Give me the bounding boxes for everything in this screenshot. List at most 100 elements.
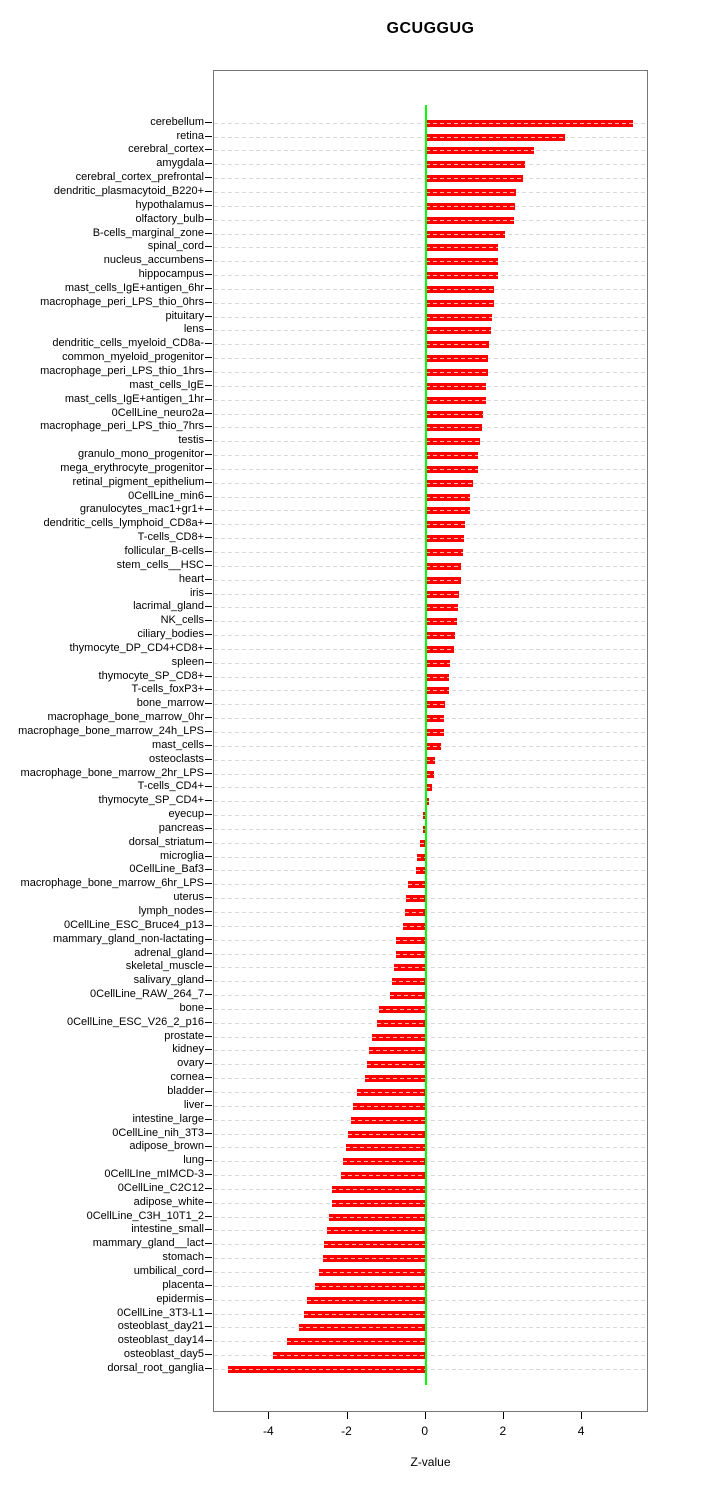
bar bbox=[347, 1130, 426, 1138]
y-axis-tick bbox=[205, 1243, 212, 1245]
bar bbox=[408, 881, 426, 889]
bar bbox=[425, 355, 489, 363]
y-axis-tick bbox=[205, 495, 212, 497]
gridline bbox=[214, 884, 647, 886]
bar bbox=[425, 507, 471, 515]
y-axis-tick bbox=[205, 1367, 212, 1369]
bar bbox=[416, 853, 426, 861]
bar bbox=[425, 341, 489, 349]
y-axis-tick bbox=[205, 1077, 212, 1079]
row-label: hippocampus bbox=[138, 268, 204, 281]
y-axis-tick bbox=[205, 329, 212, 331]
bar bbox=[425, 161, 526, 169]
gridline bbox=[214, 1272, 647, 1274]
row-label: macrophage_bone_marrow_2hr_LPS bbox=[20, 766, 204, 779]
x-axis-tick bbox=[502, 1412, 504, 1419]
y-axis-tick bbox=[205, 966, 212, 968]
bar bbox=[425, 258, 499, 266]
y-axis-tick bbox=[205, 758, 212, 760]
row-label: 0CellLine_Baf3 bbox=[129, 863, 204, 876]
row-label: mega_erythrocyte_progenitor bbox=[60, 461, 204, 474]
y-axis-tick bbox=[205, 897, 212, 899]
gridline bbox=[214, 828, 647, 830]
bar bbox=[425, 438, 481, 446]
bar bbox=[425, 742, 442, 750]
y-axis-tick bbox=[205, 952, 212, 954]
gridline bbox=[214, 1285, 647, 1287]
gridline bbox=[214, 815, 647, 817]
row-label: nucleus_accumbens bbox=[103, 254, 204, 267]
row-label: eyecup bbox=[168, 808, 204, 821]
row-label: 0CellLine_C2C12 bbox=[117, 1181, 204, 1194]
bar bbox=[405, 909, 427, 917]
bar bbox=[303, 1310, 426, 1318]
x-tick-label: -2 bbox=[341, 1424, 352, 1438]
row-label: placenta bbox=[162, 1278, 204, 1291]
bar bbox=[369, 1047, 426, 1055]
y-axis-tick bbox=[205, 620, 212, 622]
row-label: T-cells_CD8+ bbox=[137, 531, 204, 544]
y-axis-tick bbox=[205, 537, 212, 539]
bar bbox=[425, 549, 463, 557]
bar bbox=[371, 1033, 426, 1041]
y-axis-tick bbox=[205, 647, 212, 649]
row-label: dendritic_cells_lymphoid_CD8a+ bbox=[43, 517, 204, 530]
row-label: thymocyte_SP_CD8+ bbox=[98, 669, 204, 682]
row-label: cornea bbox=[170, 1071, 204, 1084]
row-label: dorsal_striatum bbox=[128, 835, 204, 848]
row-label: bone bbox=[179, 1001, 204, 1014]
bar bbox=[425, 756, 436, 764]
y-axis-tick bbox=[205, 191, 212, 193]
y-axis-tick bbox=[205, 454, 212, 456]
y-axis-tick bbox=[205, 883, 212, 885]
y-axis-tick bbox=[205, 869, 212, 871]
bar bbox=[425, 632, 456, 640]
bar bbox=[273, 1352, 427, 1360]
gridline bbox=[214, 1355, 647, 1357]
y-axis-tick bbox=[205, 717, 212, 719]
bar bbox=[425, 133, 566, 141]
gridline bbox=[214, 1216, 647, 1218]
bar bbox=[425, 562, 462, 570]
row-label: osteoclasts bbox=[148, 752, 204, 765]
gridline bbox=[214, 995, 647, 997]
y-axis-tick bbox=[205, 661, 212, 663]
y-axis-tick bbox=[205, 911, 212, 913]
x-axis-tick bbox=[346, 1412, 348, 1419]
y-axis-tick bbox=[205, 260, 212, 262]
y-axis-tick bbox=[205, 1354, 212, 1356]
bar bbox=[367, 1061, 426, 1069]
row-label: thymocyte_DP_CD4+CD8+ bbox=[69, 641, 204, 654]
bar bbox=[425, 285, 495, 293]
y-axis-tick bbox=[205, 357, 212, 359]
gridline bbox=[214, 1078, 647, 1080]
y-axis-tick bbox=[205, 564, 212, 566]
y-axis-tick bbox=[205, 994, 212, 996]
y-axis-tick bbox=[205, 1160, 212, 1162]
row-label: 0CellLine_neuro2a bbox=[111, 406, 204, 419]
y-axis-tick bbox=[205, 467, 212, 469]
bar bbox=[425, 784, 433, 792]
y-axis-tick bbox=[205, 1326, 212, 1328]
row-label: 0CellLine_C3H_10T1_2 bbox=[86, 1209, 204, 1222]
bar bbox=[425, 645, 455, 653]
gridline bbox=[214, 1036, 647, 1038]
bar bbox=[422, 825, 426, 833]
row-label: bone_marrow bbox=[136, 697, 204, 710]
y-axis-tick bbox=[205, 578, 212, 580]
bar bbox=[425, 576, 462, 584]
y-axis-tick bbox=[205, 1312, 212, 1314]
bar bbox=[425, 147, 535, 155]
x-tick-label: 4 bbox=[577, 1424, 585, 1438]
row-label: hypothalamus bbox=[135, 198, 205, 211]
row-label: lacrimal_gland bbox=[133, 600, 204, 613]
bar bbox=[425, 189, 517, 197]
y-axis-tick bbox=[205, 786, 212, 788]
row-label: intestine_large bbox=[132, 1112, 204, 1125]
bar bbox=[420, 839, 427, 847]
bar bbox=[318, 1269, 426, 1277]
gridline bbox=[214, 1313, 647, 1315]
row-label: kidney bbox=[172, 1043, 204, 1056]
bar bbox=[332, 1185, 427, 1193]
row-label: mammary_gland_non-lactating bbox=[52, 932, 204, 945]
